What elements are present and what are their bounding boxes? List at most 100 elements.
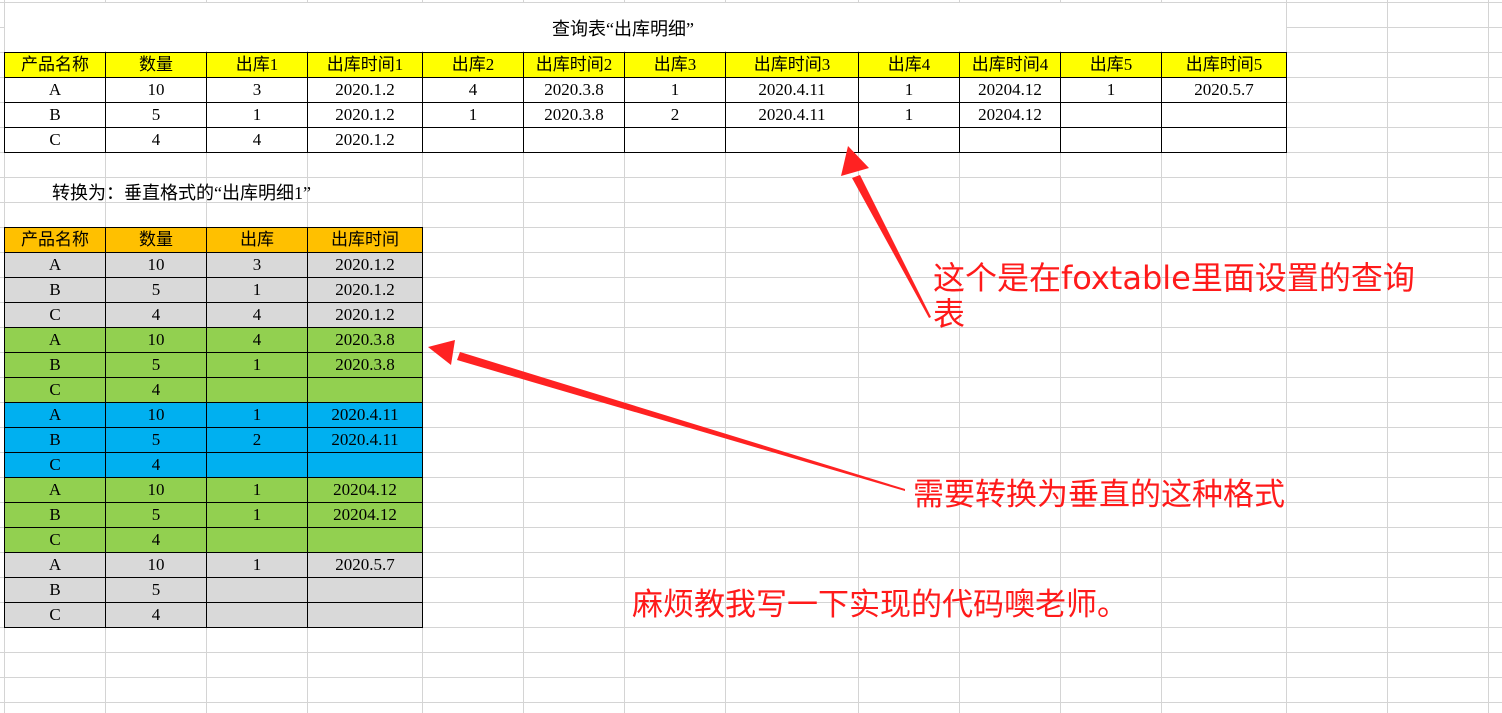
table-cell[interactable]: 10 [105,477,207,503]
table-cell[interactable]: C [4,377,106,403]
header-cell[interactable]: 出库1 [206,52,308,78]
annotation-vertical-format: 需要转换为垂直的这种格式 [913,477,1285,513]
table-cell[interactable]: 1 [206,502,308,528]
table-cell[interactable]: B [4,577,106,603]
table-cell[interactable]: 2020.4.11 [307,402,423,428]
table-cell[interactable] [1060,102,1162,128]
header-cell[interactable]: 出库时间5 [1161,52,1287,78]
table-cell[interactable] [307,452,423,478]
header-cell[interactable]: 产品名称 [4,227,106,253]
table-cell[interactable]: B [4,277,106,303]
table-cell[interactable] [206,527,308,553]
table-cell[interactable] [725,127,859,153]
table-cell[interactable]: C [4,302,106,328]
table-cell[interactable]: 4 [206,327,308,353]
grid-row-line [0,702,1502,703]
grid-row-line [0,502,1502,503]
table-cell[interactable]: 5 [105,502,207,528]
table-cell[interactable] [624,127,726,153]
table-cell[interactable]: 20204.12 [307,502,423,528]
table-cell[interactable]: 4 [422,77,524,103]
table-cell[interactable]: 2020.1.2 [307,127,423,153]
table-cell[interactable] [307,377,423,403]
table-cell[interactable] [307,577,423,603]
header-cell[interactable]: 出库时间 [307,227,423,253]
table-cell[interactable]: A [4,252,106,278]
table-cell[interactable] [307,602,423,628]
table-cell[interactable]: 2 [624,102,726,128]
grid-row-line [0,627,1502,628]
table-cell[interactable] [1060,127,1162,153]
table-cell[interactable]: 4 [105,602,207,628]
table-cell[interactable] [523,127,625,153]
table-cell[interactable] [858,127,960,153]
table-cell[interactable]: 2020.1.2 [307,77,423,103]
header-cell[interactable]: 出库时间1 [307,52,423,78]
table-cell[interactable]: 2020.4.11 [725,77,859,103]
header-cell[interactable]: 出库3 [624,52,726,78]
table-cell[interactable] [307,527,423,553]
table-cell[interactable]: 1 [858,102,960,128]
table-cell[interactable]: 2020.1.2 [307,102,423,128]
table-cell[interactable]: 1 [1060,77,1162,103]
table-cell[interactable]: 20204.12 [959,77,1061,103]
table-row: A 10 4 2020.3.8 [4,327,423,353]
table-cell[interactable]: 2020.5.7 [307,552,423,578]
table-cell[interactable]: 1 [206,477,308,503]
table-cell[interactable] [206,452,308,478]
table-cell[interactable]: 20204.12 [307,477,423,503]
grid-row-line [0,427,1502,428]
header-cell[interactable]: 出库 [206,227,308,253]
table-cell[interactable]: 2020.3.8 [307,352,423,378]
table-cell[interactable]: 1 [206,402,308,428]
table-cell[interactable] [1161,127,1287,153]
table-cell[interactable]: 4 [206,127,308,153]
table-cell[interactable]: B [4,502,106,528]
table-cell[interactable]: B [4,427,106,453]
table-cell[interactable]: 2020.4.11 [725,102,859,128]
table-row: A 10 1 2020.4.11 [4,402,423,428]
merged-title-cell [5,3,1286,51]
table-cell[interactable]: 1 [206,102,308,128]
table-cell[interactable]: 5 [105,352,207,378]
table-cell[interactable]: 2020.3.8 [523,102,625,128]
header-cell[interactable]: 数量 [105,52,207,78]
table-cell[interactable]: 5 [105,427,207,453]
header-cell[interactable]: 出库2 [422,52,524,78]
table-cell[interactable]: 1 [206,277,308,303]
table-cell[interactable]: 1 [206,352,308,378]
table-cell[interactable]: 20204.12 [959,102,1061,128]
table-cell[interactable]: 10 [105,252,207,278]
table-cell[interactable]: 4 [105,127,207,153]
table-cell[interactable] [422,127,524,153]
table-cell[interactable]: 1 [206,552,308,578]
table-cell[interactable]: A [4,327,106,353]
table-cell[interactable] [206,577,308,603]
header-cell[interactable]: 出库5 [1060,52,1162,78]
grid-column-line [1488,0,1489,713]
table-cell[interactable]: A [4,77,106,103]
table-cell[interactable]: A [4,477,106,503]
table-cell[interactable]: 2 [206,427,308,453]
table-cell[interactable]: 2020.3.8 [523,77,625,103]
table-cell[interactable] [959,127,1061,153]
table-cell[interactable]: C [4,527,106,553]
header-cell[interactable]: 出库时间3 [725,52,859,78]
table-cell[interactable]: 2020.1.2 [307,252,423,278]
table-cell[interactable]: 10 [105,402,207,428]
table-cell[interactable]: 4 [105,302,207,328]
table-cell[interactable]: 10 [105,552,207,578]
table-cell[interactable]: 3 [206,252,308,278]
table-cell[interactable]: 4 [105,377,207,403]
table-cell[interactable]: 4 [206,302,308,328]
table-row: A 10 1 20204.12 [4,477,423,503]
table-cell[interactable]: 4 [105,452,207,478]
table-cell[interactable] [206,377,308,403]
table-cell[interactable]: A [4,402,106,428]
table-cell[interactable]: B [4,102,106,128]
header-cell[interactable]: 出库时间4 [959,52,1061,78]
table-cell[interactable]: 2020.1.2 [307,277,423,303]
table-cell[interactable]: C [4,602,106,628]
table-cell[interactable]: 5 [105,577,207,603]
